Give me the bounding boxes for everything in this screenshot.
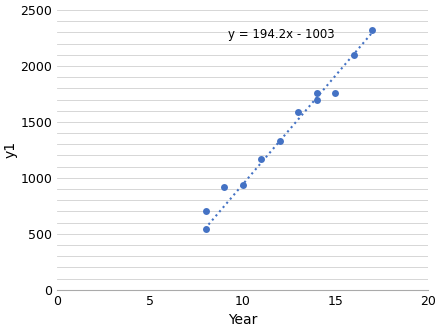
Y-axis label: y1: y1 [4, 141, 18, 159]
Point [313, 90, 320, 96]
X-axis label: Year: Year [228, 313, 257, 327]
Point [332, 90, 339, 96]
Point [220, 184, 228, 189]
Point [313, 97, 320, 102]
Point [202, 209, 209, 214]
Point [369, 27, 376, 33]
Point [350, 52, 357, 57]
Point [202, 226, 209, 231]
Point [276, 138, 283, 144]
Point [239, 182, 246, 188]
Text: y = 194.2x - 1003: y = 194.2x - 1003 [228, 28, 334, 41]
Point [295, 109, 302, 115]
Point [258, 156, 265, 162]
